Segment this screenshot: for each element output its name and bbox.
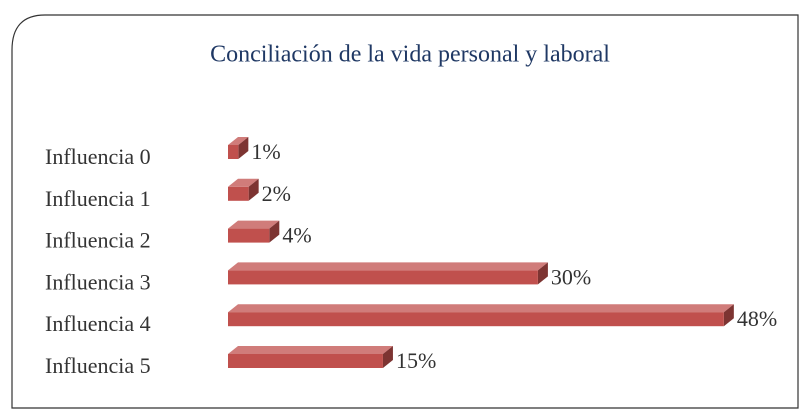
bar-top bbox=[228, 262, 548, 271]
bar bbox=[228, 178, 259, 201]
bar-top bbox=[228, 220, 280, 229]
bar bbox=[228, 220, 280, 243]
bar-side bbox=[269, 220, 280, 243]
bar-front bbox=[228, 354, 383, 368]
bar-top bbox=[228, 304, 734, 313]
bar bbox=[228, 137, 249, 159]
value-label: 30% bbox=[551, 264, 591, 289]
bar-front bbox=[228, 145, 239, 159]
bar-side bbox=[248, 178, 259, 201]
category-label: Influencia 2 bbox=[45, 228, 151, 253]
bar-side bbox=[382, 346, 393, 368]
value-label: 4% bbox=[282, 223, 311, 248]
category-label: Influencia 3 bbox=[45, 269, 151, 294]
bar-front bbox=[228, 270, 538, 285]
value-label: 1% bbox=[251, 139, 280, 164]
category-label: Influencia 5 bbox=[45, 353, 151, 378]
bar-top bbox=[228, 137, 249, 145]
bar-side bbox=[238, 137, 249, 159]
category-label: Influencia 4 bbox=[45, 311, 151, 336]
chart-title: Conciliación de la vida personal y labor… bbox=[210, 42, 610, 68]
value-label: 48% bbox=[737, 306, 777, 331]
bar-side bbox=[537, 262, 548, 285]
category-label: Influencia 0 bbox=[45, 144, 151, 169]
bar bbox=[228, 304, 734, 327]
bar-top bbox=[228, 178, 259, 187]
bar-front bbox=[228, 312, 724, 327]
category-label: Influencia 1 bbox=[45, 186, 151, 211]
bar bbox=[228, 346, 393, 368]
bar-front bbox=[228, 228, 270, 243]
bar-side bbox=[723, 304, 734, 327]
bar-front bbox=[228, 186, 249, 201]
bar-top bbox=[228, 346, 393, 354]
value-label: 2% bbox=[262, 181, 291, 206]
value-label: 15% bbox=[396, 348, 436, 373]
bar bbox=[228, 262, 548, 285]
